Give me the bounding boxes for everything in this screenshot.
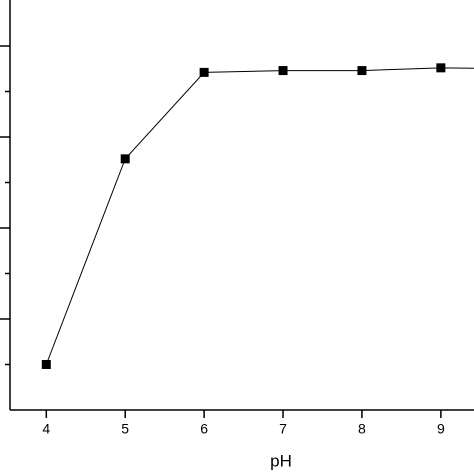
data-point xyxy=(436,63,446,73)
data-point xyxy=(199,67,209,77)
data-point xyxy=(278,66,288,76)
x-tick-label: 9 xyxy=(437,421,445,437)
plot-area xyxy=(41,63,474,369)
data-point xyxy=(357,66,367,76)
x-tick-label: 5 xyxy=(121,421,129,437)
x-axis-label: pH xyxy=(270,451,292,470)
data-point xyxy=(41,360,51,369)
data-point xyxy=(120,154,130,164)
series-line xyxy=(45,67,474,365)
x-tick-label: 4 xyxy=(42,421,50,437)
x-tick-label: 7 xyxy=(279,421,287,437)
x-tick-label: 6 xyxy=(200,421,208,437)
x-tick-label: 8 xyxy=(358,421,366,437)
